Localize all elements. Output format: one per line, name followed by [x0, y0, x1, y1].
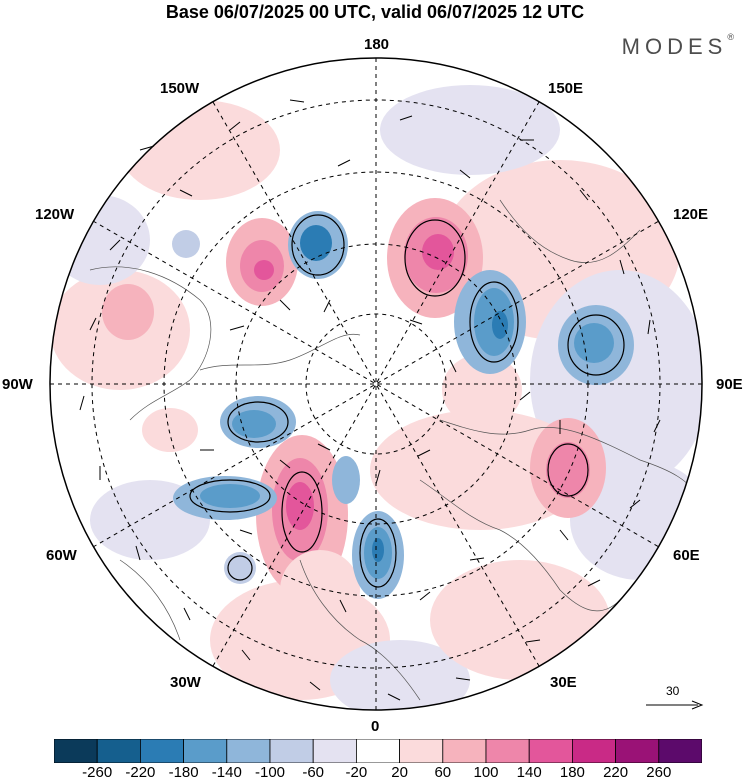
colorbar-tick-label: -20 [345, 764, 368, 781]
anomaly-field [50, 58, 702, 710]
modes-logo: MODES® [621, 32, 734, 59]
colorbar-tick-label: 220 [603, 764, 629, 781]
graticule [50, 58, 702, 710]
colorbar-swatch [572, 739, 617, 763]
colorbar-tick-label: 260 [646, 764, 672, 781]
lon-label-0: 0 [371, 718, 380, 735]
lon-label-120e: 120E [673, 206, 709, 223]
colorbar-swatch [355, 739, 400, 763]
map-title: Base 06/07/2025 00 UTC, valid 06/07/2025… [165, 2, 585, 22]
colorbar-tick-label: -100 [254, 764, 286, 781]
lon-label-30e: 30E [550, 674, 577, 691]
lon-label-150w: 150W [160, 80, 200, 97]
contour-lines [189, 214, 625, 588]
colorbar-tick-label: 100 [473, 764, 499, 781]
colorbar-swatch [140, 739, 185, 763]
colorbar-tick-label: 20 [391, 764, 408, 781]
colorbar-tick-label: -180 [168, 764, 199, 781]
lon-label-30w: 30W [170, 674, 201, 691]
colorbar-tick-label: 180 [559, 764, 585, 781]
colorbar-swatch [312, 739, 357, 763]
lon-label-90w: 90W [2, 376, 33, 393]
lon-label-180: 180 [364, 36, 390, 53]
colorbar-swatch [442, 739, 487, 763]
lon-label-120w: 120W [35, 206, 75, 223]
colorbar-tick-label: -140 [211, 764, 242, 781]
lon-label-60w: 60W [46, 547, 77, 564]
lon-label-90e: 90E [716, 376, 743, 393]
colorbar-swatch [485, 739, 530, 763]
colorbar-swatch [528, 739, 573, 763]
colorbar-swatch [183, 739, 228, 763]
polar-anomaly-map [49, 57, 704, 711]
colorbar-swatch [399, 739, 444, 763]
colorbar-swatch [96, 739, 141, 763]
colorbar-swatch [269, 739, 314, 763]
lon-label-60e: 60E [673, 547, 700, 564]
colorbar-swatch [615, 739, 660, 763]
reference-vector-label: 30 [666, 684, 680, 698]
wind-vectors [79, 99, 661, 701]
colorbar-swatch [658, 739, 702, 763]
colorbar-tick-label: -260 [82, 764, 113, 781]
colorbar [54, 739, 702, 763]
positive-anomalies [102, 198, 606, 630]
lon-label-150e: 150E [548, 80, 584, 97]
coastlines [89, 199, 701, 701]
colorbar-swatch [54, 739, 98, 763]
colorbar-tick-label: 60 [434, 764, 452, 781]
colorbar-tick-label: -60 [302, 764, 325, 781]
colorbar-tick-label: -220 [125, 764, 156, 781]
map-border [49, 57, 703, 711]
colorbar-swatch [226, 739, 271, 763]
colorbar-tick-label: 140 [516, 764, 542, 781]
